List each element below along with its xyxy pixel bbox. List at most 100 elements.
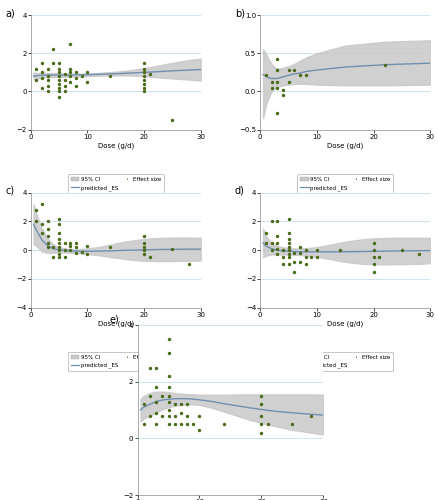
Point [67, 239, 74, 247]
Point [288, 420, 295, 428]
Point [50, 46, 57, 54]
Point [307, 412, 314, 420]
Point [165, 372, 172, 380]
Point [284, 254, 291, 262]
Point [67, 72, 74, 80]
Point [61, 254, 68, 262]
Point [67, 68, 74, 76]
Point [301, 254, 308, 262]
Point [290, 268, 297, 276]
Point [296, 249, 303, 257]
Point [67, 40, 74, 48]
Point [258, 400, 265, 408]
Point [273, 56, 280, 64]
Point [273, 78, 280, 86]
Point [140, 84, 147, 92]
Point [44, 64, 51, 72]
Point [165, 412, 172, 420]
Point [258, 428, 265, 436]
Point [61, 76, 68, 84]
Point [171, 420, 178, 428]
Point [273, 239, 280, 247]
Point [140, 64, 147, 72]
Point [369, 268, 376, 276]
Point [284, 229, 291, 237]
Point [56, 59, 63, 67]
Point [290, 258, 297, 266]
Point [375, 254, 382, 262]
Point [152, 420, 159, 428]
Point [279, 246, 286, 254]
Point [44, 72, 51, 80]
Point [78, 72, 85, 80]
Point [296, 244, 303, 252]
Point [44, 82, 51, 90]
Point [268, 78, 275, 86]
Point [169, 116, 176, 124]
Point [56, 229, 63, 237]
Point [284, 78, 291, 86]
Point [262, 239, 269, 247]
Point [39, 84, 46, 92]
Point [56, 80, 63, 88]
Point [39, 229, 46, 237]
Point [44, 88, 51, 96]
Point [33, 206, 40, 214]
Point [140, 59, 147, 67]
Point [284, 239, 291, 247]
Point [146, 254, 153, 262]
Point [307, 254, 314, 262]
Point [44, 232, 51, 240]
Point [56, 76, 63, 84]
Point [258, 412, 265, 420]
Point [165, 335, 172, 343]
Point [313, 254, 320, 262]
Text: a): a) [5, 8, 15, 18]
Point [262, 229, 269, 237]
Point [165, 398, 172, 406]
Point [296, 258, 303, 266]
Point [140, 68, 147, 76]
Point [273, 66, 280, 74]
Point [414, 250, 421, 258]
Point [67, 64, 74, 72]
Text: d): d) [234, 186, 244, 196]
Point [284, 66, 291, 74]
Point [72, 244, 79, 252]
Point [290, 66, 297, 74]
Point [140, 80, 147, 88]
Point [61, 70, 68, 78]
Point [189, 420, 196, 428]
Point [56, 72, 63, 80]
Point [39, 74, 46, 82]
Point [177, 420, 184, 428]
Point [152, 409, 159, 417]
Point [44, 239, 51, 247]
Point [44, 224, 51, 232]
Point [67, 246, 74, 254]
Point [78, 248, 85, 256]
Legend: 95% CI, predicted _ES, Effect size: 95% CI, predicted _ES, Effect size [297, 352, 392, 372]
Legend: 95% CI, predicted _ES, Effect size: 95% CI, predicted _ES, Effect size [68, 174, 163, 194]
Point [369, 254, 376, 262]
Point [169, 244, 176, 252]
Point [140, 76, 147, 84]
Point [140, 232, 147, 240]
Point [44, 244, 51, 252]
Point [84, 68, 91, 76]
Point [61, 246, 68, 254]
Point [56, 254, 63, 262]
Point [84, 78, 91, 86]
Point [146, 364, 153, 372]
Point [72, 249, 79, 257]
Point [284, 214, 291, 222]
Point [284, 246, 291, 254]
Point [273, 84, 280, 92]
Point [301, 70, 308, 78]
Point [284, 234, 291, 242]
Point [106, 72, 113, 80]
Point [284, 250, 291, 258]
Point [279, 92, 286, 100]
Point [140, 239, 147, 247]
Point [56, 64, 63, 72]
